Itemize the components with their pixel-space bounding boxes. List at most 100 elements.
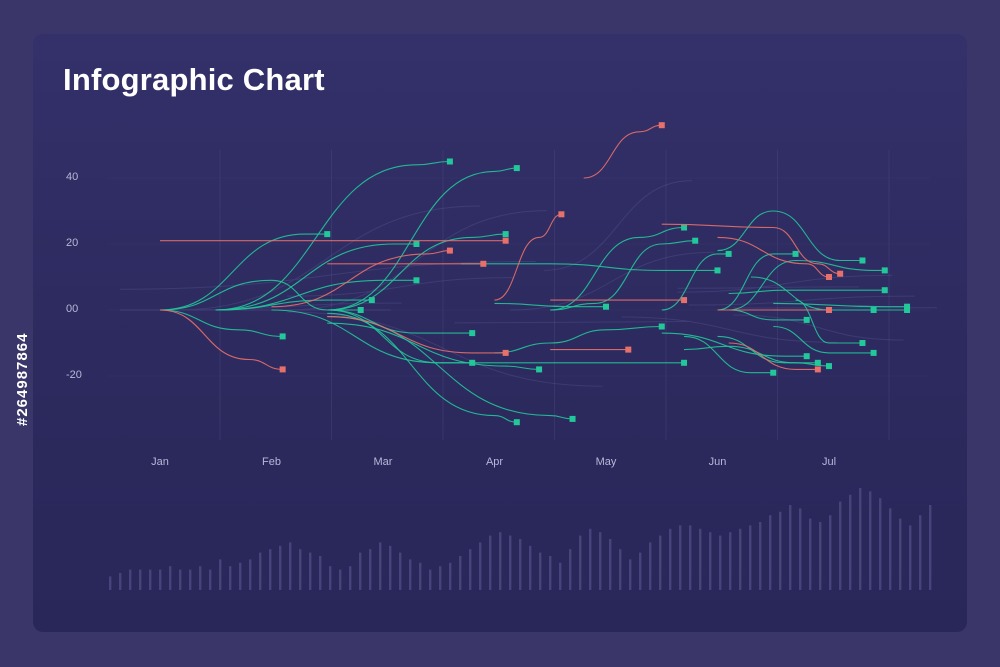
series-end-marker: [792, 250, 799, 257]
bar: [379, 542, 382, 590]
series-end-marker: [725, 250, 732, 257]
bar: [369, 549, 372, 590]
series-end-marker: [446, 158, 453, 165]
series-line: [773, 325, 874, 354]
series-end-marker: [770, 369, 777, 376]
bar: [179, 569, 182, 590]
series-line: [583, 124, 662, 179]
series-45: [661, 223, 844, 277]
bar: [439, 566, 442, 590]
series-line: [327, 167, 517, 311]
series-line: [494, 302, 606, 308]
series-line: [728, 342, 818, 370]
series-12: [327, 312, 520, 426]
bar: [629, 559, 632, 590]
series-end-marker: [803, 316, 810, 323]
series-41: [494, 211, 565, 301]
ghost-curve: [287, 210, 547, 311]
series-22: [717, 210, 866, 264]
series-7: [215, 158, 453, 311]
bar: [479, 542, 482, 590]
bar: [849, 494, 852, 590]
series-line: [728, 289, 885, 295]
series-line: [661, 332, 807, 357]
series-19: [550, 224, 688, 311]
y-tick-label: 20: [66, 237, 79, 249]
series-line: [750, 276, 874, 311]
series-21: [661, 250, 732, 311]
series-line: [215, 279, 417, 311]
series-line: [773, 302, 908, 308]
series-end-marker: [569, 415, 576, 422]
series-37: [159, 237, 509, 244]
bar: [669, 528, 672, 590]
series-23: [728, 259, 888, 311]
bar: [129, 569, 132, 590]
series-line: [327, 233, 506, 311]
bar: [859, 488, 862, 590]
series-line: [461, 263, 718, 271]
series-line: [728, 309, 807, 321]
ghost-curve: [677, 286, 860, 289]
series-line: [159, 309, 283, 370]
series-32: [717, 335, 821, 366]
ghost-curve: [175, 302, 402, 311]
series-end-marker: [837, 270, 844, 277]
bar: [549, 556, 552, 590]
bar: [699, 528, 702, 590]
bar: [679, 525, 682, 590]
series-end-marker: [446, 247, 453, 254]
series-25: [728, 287, 888, 295]
series-end-marker: [502, 231, 509, 238]
series-end-marker: [826, 363, 832, 370]
series-end-marker: [480, 260, 487, 267]
series-26: [728, 309, 810, 323]
series-end-marker: [904, 307, 911, 313]
series-line: [327, 316, 506, 354]
ghost-curve: [677, 274, 893, 293]
bar: [329, 566, 332, 590]
ghost-curve: [543, 180, 692, 271]
series-9: [327, 231, 509, 311]
series-end-marker: [826, 307, 832, 313]
bar: [809, 518, 812, 590]
series-line: [717, 335, 818, 364]
bar: [799, 508, 802, 590]
bar: [249, 559, 252, 590]
series-line: [795, 299, 863, 344]
ghost-curve: [733, 314, 904, 341]
series-end-marker: [814, 366, 821, 373]
series-6: [215, 277, 420, 311]
bar: [559, 562, 562, 590]
series-line: [159, 309, 283, 337]
bar: [929, 505, 932, 590]
bar: [229, 566, 232, 590]
series-47: [717, 307, 832, 313]
ghost-curve: [287, 311, 603, 387]
x-tick-label: Apr: [485, 456, 504, 468]
series-line: [717, 236, 830, 278]
bar: [169, 566, 172, 590]
series-40: [327, 260, 487, 267]
series-39: [327, 316, 509, 356]
series-end-marker: [558, 211, 565, 218]
bar: [399, 552, 402, 590]
bar-strip: [109, 488, 932, 590]
bar: [489, 535, 492, 590]
series-42: [550, 346, 632, 353]
bar: [389, 545, 392, 590]
x-tick-label: Jul: [821, 456, 837, 468]
bar: [279, 545, 282, 590]
ghost-curve: [175, 205, 480, 311]
series-end-marker: [603, 303, 609, 310]
bar: [349, 566, 352, 590]
bar: [709, 532, 712, 590]
bar: [909, 525, 912, 590]
series-end-marker: [368, 297, 375, 304]
series-8: [271, 309, 476, 366]
ghost-curve: [119, 260, 536, 290]
series-end-marker: [859, 257, 866, 264]
series-end-marker: [681, 297, 688, 304]
bar: [539, 552, 542, 590]
bar: [239, 562, 242, 590]
